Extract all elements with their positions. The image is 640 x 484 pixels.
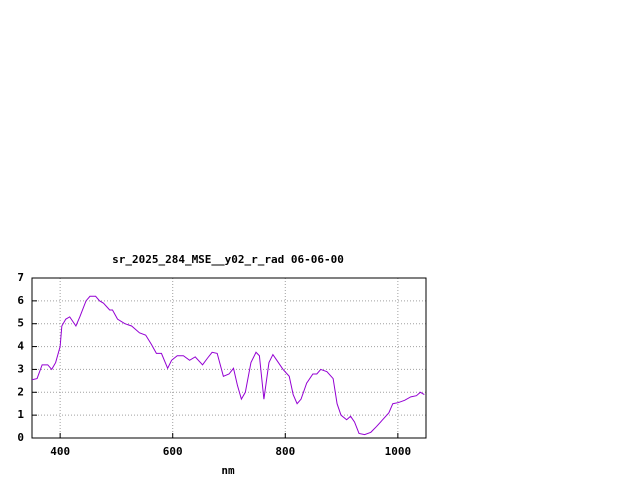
- data-line: [31, 295, 425, 436]
- chart-title: sr_2025_284_MSE__y02_r_rad 06-06-00: [112, 253, 344, 266]
- y-tick-label: 2: [17, 385, 24, 398]
- y-tick-label: 7: [17, 271, 24, 284]
- y-tick-label: 3: [17, 362, 24, 375]
- x-axis-label: nm: [221, 464, 235, 477]
- y-tick-label: 1: [17, 408, 24, 421]
- y-tick-label: 6: [17, 294, 24, 307]
- x-tick-label: 1000: [385, 445, 412, 458]
- y-tick-label: 0: [17, 431, 24, 444]
- x-tick-label: 600: [163, 445, 183, 458]
- y-tick-label: 5: [17, 317, 24, 330]
- x-tick-label: 800: [275, 445, 295, 458]
- x-tick-label: 400: [50, 445, 70, 458]
- plot-frame: [31, 277, 427, 439]
- y-tick-label: 4: [17, 340, 24, 353]
